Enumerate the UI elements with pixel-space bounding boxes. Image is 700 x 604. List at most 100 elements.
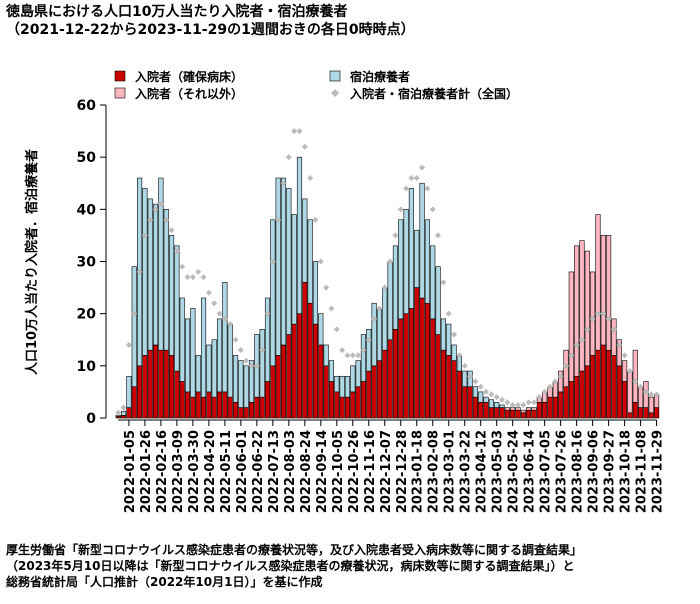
bar-segment xyxy=(499,404,505,408)
point xyxy=(387,258,394,265)
x-tick-label: 2022-09-14 xyxy=(315,430,330,513)
bar-segment xyxy=(312,261,319,325)
point xyxy=(557,373,564,380)
bar-segment xyxy=(344,396,351,419)
point xyxy=(275,216,282,223)
bar-segment xyxy=(222,391,228,419)
bar-segment xyxy=(408,188,414,309)
bar-segment xyxy=(121,410,127,416)
bar-segment xyxy=(142,188,148,356)
point xyxy=(392,232,399,239)
point xyxy=(456,352,463,359)
bar-segment xyxy=(232,355,239,403)
bar-segment xyxy=(419,297,425,419)
bar-segment xyxy=(392,329,398,419)
bar-segment xyxy=(302,198,308,283)
point xyxy=(216,310,223,317)
point xyxy=(621,352,628,359)
bar-segment xyxy=(131,266,137,388)
point xyxy=(301,143,308,150)
bar-segment xyxy=(483,396,489,403)
x-tick-label: 2022-01-26 xyxy=(139,430,154,513)
bar-segment xyxy=(504,407,510,411)
source: 厚生労働省「新型コロナウイルス感染症患者の療養状況等，及び入院患者受入病床数等に… xyxy=(6,542,582,557)
bar-segment xyxy=(456,370,462,419)
bar-segment xyxy=(184,391,191,419)
point xyxy=(184,274,191,281)
x-tick-label: 2023-04-12 xyxy=(475,430,490,513)
point xyxy=(131,310,138,317)
point xyxy=(163,216,170,223)
point xyxy=(259,347,266,354)
point xyxy=(296,128,303,135)
bar-segment xyxy=(403,313,409,419)
bar-segment xyxy=(579,240,585,372)
bar-segment xyxy=(579,370,585,419)
bar-segment xyxy=(547,396,553,419)
point xyxy=(573,341,580,348)
point xyxy=(349,352,356,359)
point xyxy=(189,274,196,281)
bar-segment xyxy=(259,329,265,398)
point xyxy=(467,373,474,380)
point xyxy=(136,268,143,275)
bar-segment xyxy=(216,391,223,419)
bar-segment xyxy=(643,407,649,419)
bar-segment xyxy=(232,402,239,419)
point xyxy=(461,362,468,369)
bar-segment xyxy=(355,386,361,419)
point xyxy=(381,284,388,291)
bar-segment xyxy=(606,349,612,419)
x-tick-label: 2023-10-18 xyxy=(619,430,634,513)
bar-segment xyxy=(526,409,532,419)
x-tick-label: 2022-10-05 xyxy=(331,430,346,513)
point xyxy=(440,279,447,286)
point xyxy=(237,347,244,354)
bar-segment xyxy=(254,396,260,419)
x-tick-label: 2023-09-27 xyxy=(603,430,618,513)
point xyxy=(264,310,271,317)
bar-segment xyxy=(344,375,351,398)
point xyxy=(594,310,601,317)
legend-label: 入院者（それ以外） xyxy=(135,86,243,101)
point xyxy=(371,315,378,322)
bar-segment xyxy=(200,297,207,398)
bar-segment xyxy=(430,245,436,320)
bar-segment xyxy=(137,365,143,419)
bar-segment xyxy=(574,375,580,419)
bar-segment xyxy=(264,297,271,382)
bar-segment xyxy=(595,214,601,351)
bar-segment xyxy=(467,386,473,419)
bar-segment xyxy=(307,219,313,304)
bar-segment xyxy=(632,402,638,419)
point xyxy=(227,321,234,328)
point xyxy=(424,185,431,192)
bar-segment xyxy=(238,407,244,419)
bar-segment xyxy=(440,349,446,419)
point xyxy=(376,305,383,312)
bar-segment xyxy=(504,409,510,419)
y-tick-label: 20 xyxy=(77,307,97,323)
bar-segment xyxy=(286,334,292,419)
bar-segment xyxy=(169,355,175,419)
bar-segment xyxy=(360,334,367,382)
bar-segment xyxy=(462,370,468,387)
y-axis-label: 人口10万人当たり入院者．宿泊療養者 xyxy=(24,149,40,375)
bar-segment xyxy=(419,182,425,299)
bar-segment xyxy=(499,407,505,419)
bar-segment xyxy=(600,344,606,419)
point xyxy=(515,401,522,408)
bar-segment xyxy=(153,203,159,346)
point xyxy=(568,352,575,359)
point xyxy=(642,388,649,395)
point xyxy=(195,268,202,275)
bar-segment xyxy=(584,250,590,367)
point xyxy=(472,378,479,385)
x-tick-label: 2023-11-29 xyxy=(651,430,666,513)
bar-segment xyxy=(595,349,601,419)
point xyxy=(451,331,458,338)
point xyxy=(232,336,239,343)
bar-segment xyxy=(227,323,233,398)
point xyxy=(365,336,372,343)
